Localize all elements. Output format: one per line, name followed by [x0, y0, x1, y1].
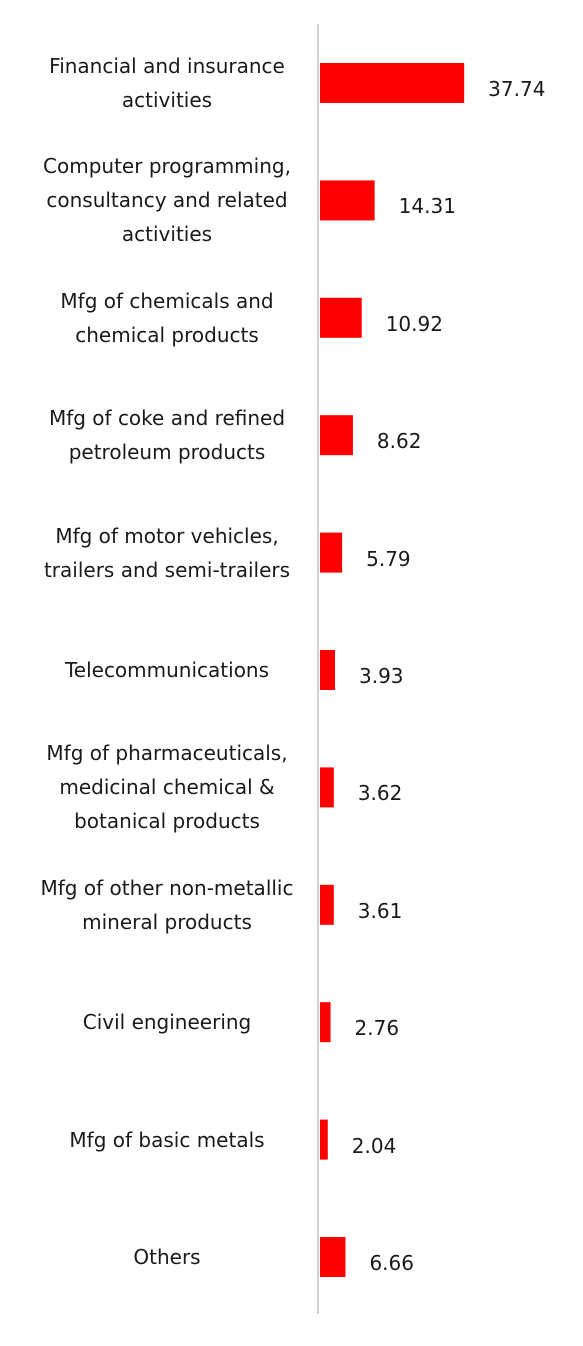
bar — [320, 297, 362, 338]
value-label: 8.62 — [376, 429, 422, 454]
value-label: 6.66 — [369, 1251, 414, 1275]
bar — [320, 767, 334, 808]
value-label: 3.62 — [357, 781, 403, 806]
bar — [320, 415, 353, 456]
bar — [320, 180, 375, 221]
bar — [320, 532, 343, 573]
category-label: Telecommunications — [64, 658, 270, 682]
value-label: 2.76 — [354, 1016, 400, 1041]
bar — [320, 1237, 346, 1277]
category-label: Mfg of basic metals — [69, 1127, 265, 1152]
value-label: 10.92 — [385, 311, 443, 336]
bar — [320, 884, 334, 925]
category-label: Mfg of other non-metallic mineral produc… — [40, 875, 294, 934]
value-label: 37.74 — [488, 77, 546, 101]
value-label: 3.93 — [359, 664, 404, 688]
value-label: 3.61 — [357, 898, 403, 923]
category-label: Mfg of motor vehicles, trailers and semi… — [43, 523, 291, 582]
category-label: Financial and insurance activities — [49, 54, 285, 112]
category-label: Mfg of coke and refined petroleum produc… — [48, 406, 286, 465]
bar — [320, 1002, 331, 1043]
category-label: Computer programming, consultancy and re… — [43, 154, 291, 247]
category-label: Others — [133, 1245, 201, 1269]
bar — [320, 650, 336, 690]
value-label: 2.04 — [351, 1133, 397, 1158]
category-label: Civil engineering — [82, 1010, 252, 1035]
category-label: Mfg of pharmaceuticals, medicinal chemic… — [46, 741, 288, 834]
category-label: Mfg of chemicals and chemical products — [60, 288, 274, 347]
bar — [320, 63, 465, 103]
bar — [320, 1119, 328, 1160]
value-label: 14.31 — [398, 194, 456, 219]
value-label: 5.79 — [366, 546, 411, 571]
